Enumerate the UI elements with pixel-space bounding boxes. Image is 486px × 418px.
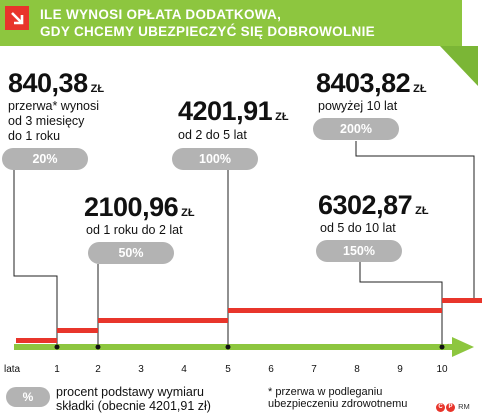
tier1-desc: przerwa* wynosi od 3 miesięcy do 1 roku [8,99,100,143]
axis-tick-label: 4 [181,364,187,375]
legend-text: procent podstawy wymiaru składki (obecni… [56,385,211,413]
tier2-desc: od 1 roku do 2 lat [86,223,183,237]
leader-line-tier1 [13,170,58,347]
tier4-percent-pill: 150% [316,240,402,262]
axis-tick-dots [54,344,445,350]
step-bars [16,298,482,343]
step-tier1 [16,338,57,343]
axis-tick-label: 1 [54,364,60,375]
tier4-amount: 6302,87 ZŁ [318,190,429,220]
axis-tick-label: 7 [311,364,317,375]
cp-logo-icon: P [446,402,455,412]
header-title-line1: ILE WYNOSI OPŁATA DODATKOWA, [40,7,282,22]
tier4-desc: od 5 do 10 lat [320,221,396,235]
axis-label: lata [4,364,21,375]
axis-tick-label: 2 [95,364,101,375]
tier3-percent-pill: 100% [172,148,258,170]
tier3-amount: 4201,91 ZŁ [178,96,289,126]
header-title-line2: GDY CHCEMY UBEZPIECZYĆ SIĘ DOBROWOLNIE [40,24,375,39]
axis-tick-label: 3 [138,364,144,375]
legend-swatch: % [6,387,50,407]
axis-tick-label: 10 [436,364,448,375]
step-tier4 [228,308,442,313]
arrow-down-right-icon [5,6,29,30]
axis-tick-label: 9 [397,364,403,375]
axis-tick-label: 6 [268,364,274,375]
step-tier5 [442,298,482,303]
header-banner: ILE WYNOSI OPŁATA DODATKOWA, GDY CHCEMY … [0,0,440,46]
axis-tick-label: 8 [354,364,360,375]
tier2-amount: 2100,96 ZŁ [84,192,195,222]
tier1-amount: 840,38 ZŁ [8,68,105,98]
leader-line-tier5 [355,141,475,300]
tier5-desc: powyżej 10 lat [318,99,398,113]
leader-line-tier4 [359,262,443,347]
step-tier3 [98,318,228,323]
axis-arrowhead [452,337,474,357]
step-tier2 [57,328,98,333]
tier2-percent-pill: 50% [88,242,174,264]
tier3-desc: od 2 do 5 lat [178,128,247,142]
tier5-percent-pill: 200% [313,118,399,140]
tier5-amount: 8403,82 ZŁ [316,68,427,98]
cp-logo-icon: C [436,402,445,412]
tier1-percent-pill: 20% [2,148,88,170]
leader-lines [13,141,475,347]
axis-bar [14,344,458,350]
footnote: * przerwa w podleganiu ubezpieczeniu zdr… [268,386,408,410]
axis-tick-label: 5 [225,364,231,375]
